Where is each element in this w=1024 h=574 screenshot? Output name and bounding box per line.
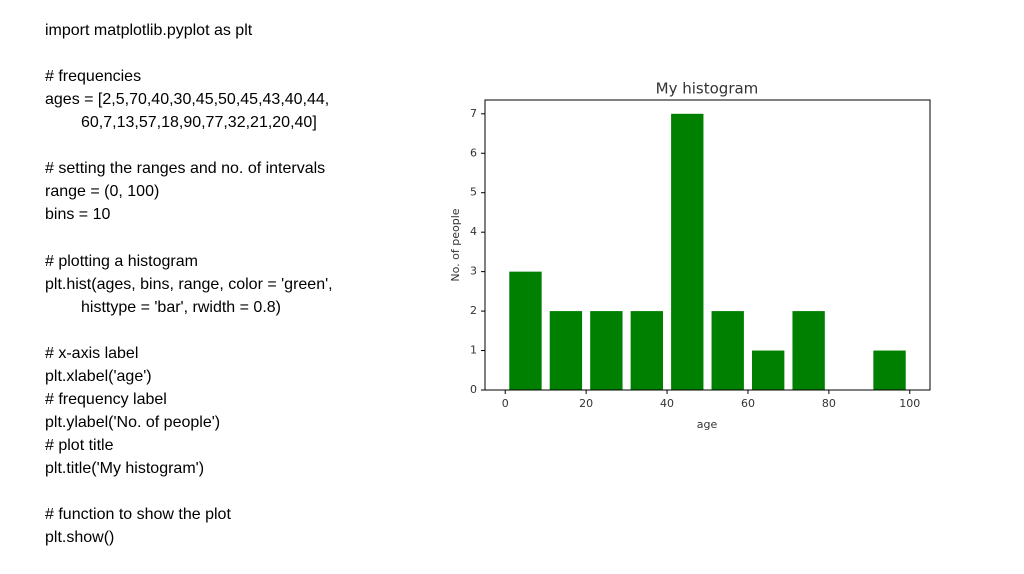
code-line: range = (0, 100) [45,183,159,200]
code-line: 60,7,13,57,18,90,77,32,21,20,40] [81,114,317,131]
code-line: # function to show the plot [45,506,231,523]
x-axis-label: age [697,418,718,431]
code-line: # plot title [45,437,114,454]
y-tick-label: 2 [470,304,477,317]
bar [549,311,583,390]
y-tick-label: 7 [470,107,477,120]
y-tick-label: 5 [470,186,477,199]
code-line: plt.show() [45,529,114,546]
code-line: # plotting a histogram [45,253,198,270]
chart-title: My histogram [656,80,759,98]
x-tick-label: 100 [899,397,920,410]
plot-frame [484,99,931,391]
code-line: # frequencies [45,68,141,85]
code-line: # frequency label [45,391,167,408]
x-tick-label: 60 [741,397,755,410]
x-tick-label: 80 [822,397,836,410]
y-tick-label: 1 [470,344,477,357]
bar [752,350,785,390]
code-line: bins = 10 [45,206,110,223]
y-tick-label: 0 [470,383,477,396]
y-axis-label: No. of people [449,208,462,281]
bar [509,271,542,390]
code-line: ages = [2,5,70,40,30,45,50,45,43,40,44, [45,91,329,108]
bar [671,113,704,391]
bar [590,311,623,390]
y-tick-label: 4 [470,225,477,238]
bar [711,311,744,390]
code-line: import matplotlib.pyplot as plt [45,22,253,39]
bar [873,350,906,390]
y-tick-label: 3 [470,265,477,278]
code-line: plt.ylabel('No. of people') [45,414,220,431]
code-line: plt.xlabel('age') [45,368,152,385]
bar [630,311,663,390]
code-line: histtype = 'bar', rwidth = 0.8) [81,299,281,316]
code-line: # x-axis label [45,345,138,362]
x-tick-label: 40 [660,397,674,410]
x-tick-label: 20 [579,397,593,410]
code-line: # setting the ranges and no. of interval… [45,160,325,177]
y-tick-label: 6 [470,146,477,159]
code-line: plt.hist(ages, bins, range, color = 'gre… [45,276,333,293]
x-tick-label: 0 [502,397,509,410]
code-line: plt.title('My histogram') [45,460,204,477]
bar [792,311,825,390]
